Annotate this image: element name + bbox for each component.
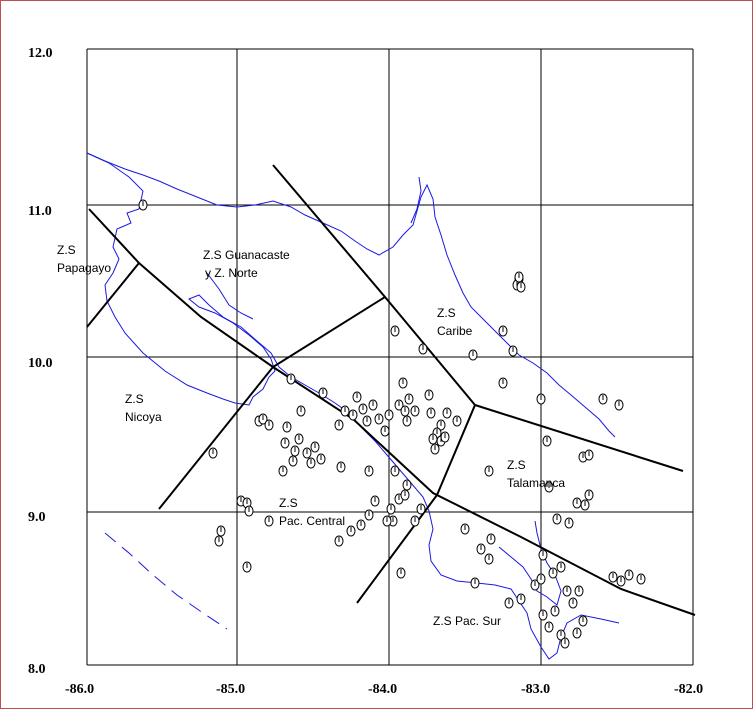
boundary-papagayo	[86, 262, 140, 328]
y-tick-label: 8.0	[28, 662, 46, 677]
boundary-central	[158, 296, 386, 510]
pacific-coast	[86, 152, 620, 660]
y-tick-label: 10.0	[28, 356, 53, 371]
coast-gulf-inner	[206, 272, 254, 320]
x-tick-label: -85.0	[216, 682, 245, 697]
x-tick-label: -84.0	[368, 682, 397, 697]
zone-label-guanacaste-1: Z.S Guanacaste	[203, 248, 290, 262]
boundary-talamanca	[474, 404, 684, 472]
zone-label-nicoya-2: Nicoya	[125, 410, 162, 424]
y-tick-label: 9.0	[28, 510, 46, 525]
x-tick-label: -86.0	[65, 682, 94, 697]
y-tick-label: 12.0	[28, 46, 53, 61]
zone-label-guanacaste-2: y Z. Norte	[205, 266, 258, 280]
zone-label-pac-central-1: Z.S	[279, 496, 298, 510]
x-tick-label: -83.0	[521, 682, 550, 697]
coast-pacific-dashed	[104, 532, 228, 630]
zone-label-papagayo-1: Z.S	[57, 243, 76, 257]
zone-label-talamanca-2: Talamanca	[507, 476, 565, 490]
y-tick-label: 11.0	[28, 204, 52, 219]
zone-label-nicoya-1: Z.S	[125, 392, 144, 406]
epicenter-markers	[138, 199, 646, 649]
zone-label-caribe-1: Z.S	[437, 306, 456, 320]
x-tick-label: -82.0	[674, 682, 703, 697]
zone-label-papagayo-2: Papagayo	[57, 261, 111, 275]
zone-label-pac-central-2: Pac. Central	[279, 514, 345, 528]
coastline	[86, 152, 620, 660]
caribbean-coast	[86, 152, 616, 438]
caribbean-lagoon	[410, 176, 422, 224]
coast-osa	[498, 520, 562, 606]
zone-boundaries	[86, 164, 696, 616]
zone-label-talamanca-1: Z.S	[507, 458, 526, 472]
grid	[86, 48, 694, 666]
zone-label-pac-sur: Z.S Pac. Sur	[433, 614, 501, 628]
zone-label-caribe-2: Caribe	[437, 324, 473, 338]
